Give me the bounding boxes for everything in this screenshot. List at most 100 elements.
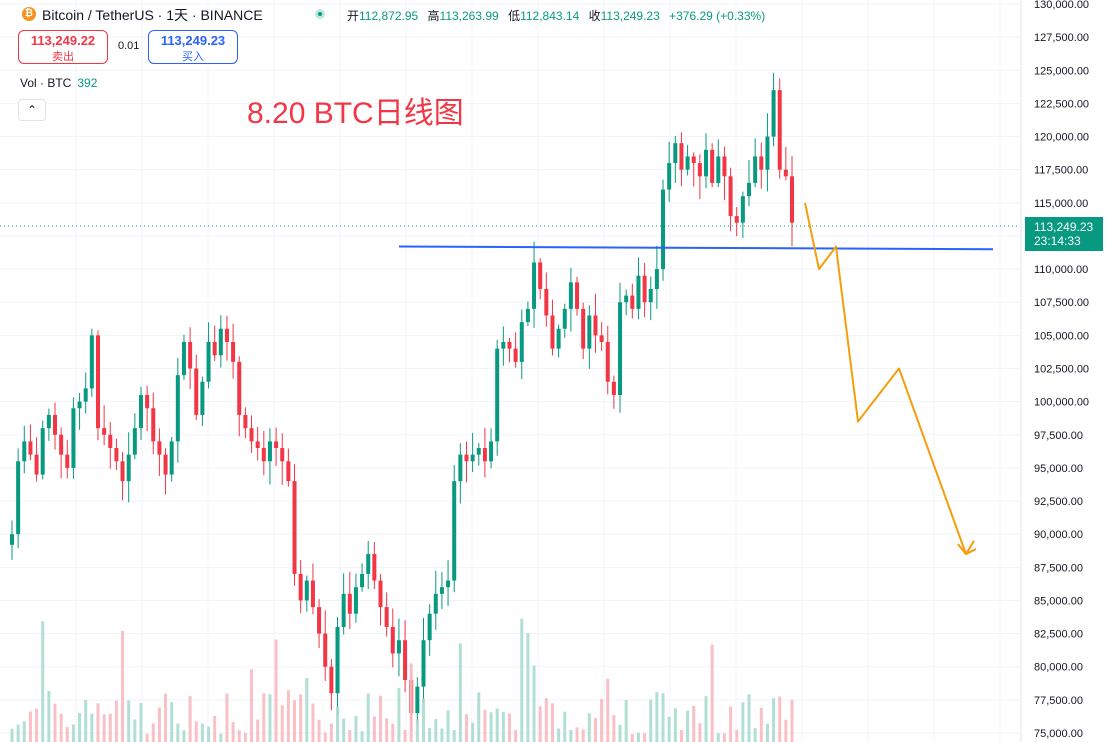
candle-body <box>157 441 162 455</box>
candle-body <box>175 375 180 442</box>
volume-bar <box>563 711 567 742</box>
volume-bar <box>636 732 640 742</box>
candle-body <box>581 308 586 349</box>
volume-bar <box>784 719 788 742</box>
volume-bar <box>464 714 468 742</box>
candle-body <box>636 275 641 309</box>
volume-bar <box>311 703 315 742</box>
volume-bar <box>188 696 192 742</box>
candle-body <box>599 335 604 342</box>
volume-bar <box>741 702 745 742</box>
volume-bar <box>47 690 51 742</box>
last-price-value: 113,249.23 <box>1034 220 1094 234</box>
volume-bar <box>336 707 340 742</box>
volume-bar <box>477 692 481 742</box>
y-tick-label: 82,500.00 <box>1034 629 1083 641</box>
volume-bar <box>299 694 303 742</box>
buy-label: 买入 <box>182 51 204 63</box>
volume-bar <box>323 732 327 742</box>
sell-label: 卖出 <box>52 51 74 63</box>
volume-bar <box>735 729 739 742</box>
y-tick-label: 100,000.00 <box>1034 397 1089 409</box>
bitcoin-icon: ₿ <box>22 7 36 21</box>
volume-bar <box>630 733 634 742</box>
candle-body <box>544 288 549 316</box>
volume-bar <box>213 715 217 742</box>
candle-body <box>771 90 776 137</box>
candle-body <box>10 534 14 545</box>
collapse-legend-button[interactable]: ⌃ <box>18 99 46 121</box>
y-tick-label: 77,500.00 <box>1034 695 1083 707</box>
volume-bar <box>624 699 628 742</box>
candle-body <box>304 580 309 601</box>
symbol-title[interactable]: Bitcoin / TetherUS · 1天 · BINANCE <box>42 7 263 23</box>
y-tick-label: 120,000.00 <box>1034 132 1089 144</box>
candle-body <box>667 163 672 190</box>
buy-button[interactable]: 113,249.23 买入 <box>148 30 238 64</box>
candle-body <box>102 428 107 435</box>
volume-bar <box>78 712 82 742</box>
candle-body <box>765 136 770 170</box>
chevron-up-icon: ⌃ <box>26 103 38 117</box>
market-status-icon[interactable] <box>315 9 325 19</box>
volume-bar <box>225 693 229 742</box>
high-label: 高 <box>427 9 440 23</box>
volume-bar <box>692 705 696 742</box>
volume-value: 392 <box>77 76 98 90</box>
candle-body <box>648 288 653 303</box>
candle-body <box>34 454 39 475</box>
volume-bar <box>391 723 395 742</box>
chart-annotation: 8.20 BTC日线图 <box>247 97 464 130</box>
volume-bar <box>587 713 591 742</box>
close-label: 收 <box>588 9 601 23</box>
candle-body <box>120 461 125 482</box>
candle-body <box>753 156 758 183</box>
candle-body <box>46 414 51 429</box>
volume-bar <box>262 693 266 742</box>
sell-button[interactable]: 113,249.22 卖出 <box>18 30 108 64</box>
candle-body <box>568 282 573 309</box>
volume-bar <box>415 719 419 742</box>
candle-body <box>642 275 647 303</box>
spread-value: 0.01 <box>118 40 140 52</box>
candle-body <box>611 381 616 396</box>
projection-arrow-head <box>957 543 977 556</box>
volume-bar <box>667 716 671 742</box>
volume-bar <box>10 728 14 742</box>
volume-bar <box>28 711 32 742</box>
volume-bar <box>643 733 647 742</box>
volume-bar <box>102 714 106 742</box>
candle-body <box>335 626 340 694</box>
last-price-label: 113,249.23 23:14:33 <box>1025 217 1103 251</box>
candle-body <box>433 593 438 614</box>
buy-price: 113,249.23 <box>160 33 226 48</box>
volume-bar <box>471 722 475 742</box>
volume-bar <box>538 706 542 742</box>
volume-bar <box>200 723 204 742</box>
candle-body <box>138 395 143 429</box>
candle-body <box>28 441 33 455</box>
volume-bar <box>778 696 782 742</box>
volume-bar <box>354 715 358 742</box>
volume-bar <box>722 733 726 742</box>
candle-body <box>489 441 494 462</box>
candle-body <box>378 580 383 608</box>
y-tick-label: 102,500.00 <box>1034 364 1089 376</box>
y-tick-label: 107,500.00 <box>1034 297 1089 309</box>
candle-body <box>403 640 408 680</box>
candle-body <box>237 361 242 415</box>
volume-bar <box>581 729 585 742</box>
y-tick-label: 97,500.00 <box>1034 430 1083 442</box>
volume-bar <box>65 727 69 742</box>
volume-bar <box>194 721 198 742</box>
candle-body <box>624 295 629 303</box>
volume-bar <box>250 669 254 742</box>
candle-body <box>95 335 100 429</box>
candle-body <box>470 454 475 462</box>
candle-body <box>513 348 518 362</box>
volume-bar <box>342 718 346 742</box>
volume-bar <box>157 707 161 742</box>
volume-bar <box>575 727 579 742</box>
candle-body <box>151 408 156 442</box>
